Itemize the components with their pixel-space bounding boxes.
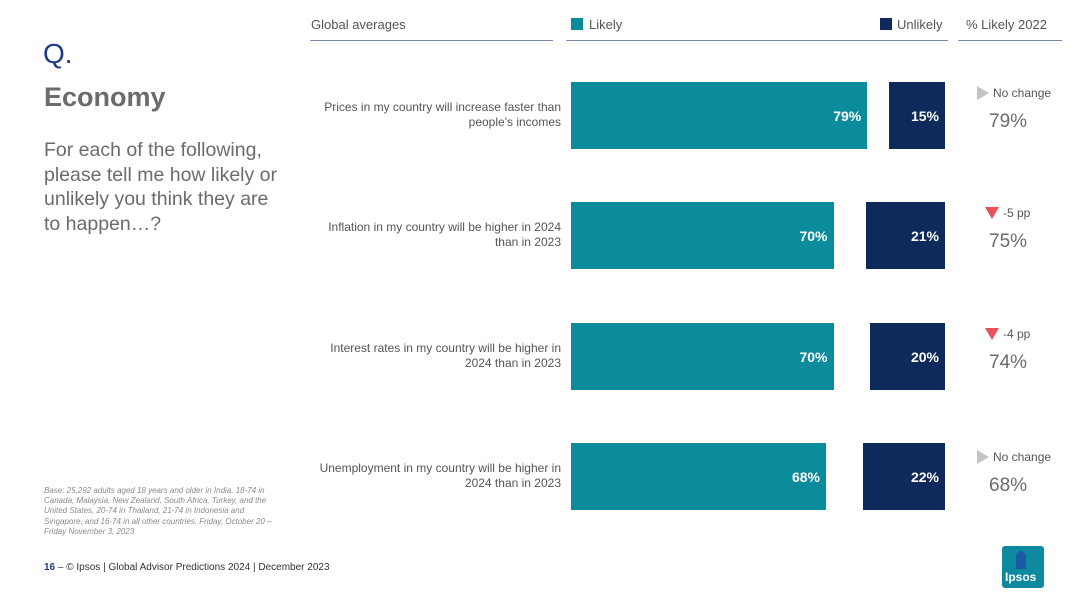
bar-likely: 70% <box>571 202 834 269</box>
change-text: No change <box>993 450 1052 464</box>
change-text: -5 pp <box>1003 206 1031 220</box>
header-global-averages: Global averages <box>311 17 406 32</box>
row-label: Unemployment in my country will be highe… <box>319 461 561 490</box>
row-label: Interest rates in my country will be hig… <box>330 341 561 370</box>
decrease-arrow-icon <box>985 207 999 219</box>
bar-unlikely: 22% <box>862 443 945 510</box>
footer-text: © Ipsos | Global Advisor Predictions 202… <box>66 562 330 573</box>
ipsos-logo: Ipsos <box>1002 546 1044 588</box>
row-label: Inflation in my country will be higher i… <box>328 220 561 249</box>
bar-unlikely: 20% <box>870 323 945 390</box>
prev-likely-2022: 68% <box>989 475 1028 496</box>
decrease-arrow-icon <box>985 328 999 340</box>
change-indicator: No change <box>977 86 1051 100</box>
legend-likely-label: Likely <box>589 17 623 32</box>
legend-unlikely-label: Unlikely <box>897 17 943 32</box>
row-label: Prices in my country will increase faste… <box>324 100 561 129</box>
prev-likely-2022: 79% <box>989 111 1028 132</box>
bar-likely: 79% <box>571 82 868 149</box>
header-divider-right <box>958 40 1062 41</box>
legend-likely-swatch <box>571 18 583 30</box>
page-number: 16 <box>44 562 56 573</box>
logo-text: Ipsos <box>1005 570 1037 584</box>
header-pct-likely-2022: % Likely 2022 <box>966 17 1047 32</box>
change-text: No change <box>993 86 1052 100</box>
change-indicator: -4 pp <box>985 327 1030 341</box>
bar-likely: 68% <box>571 443 826 510</box>
no-change-arrow-icon <box>977 450 989 464</box>
page-title: Economy <box>44 82 166 112</box>
bar-unlikely: 21% <box>866 202 945 269</box>
bar-likely: 70% <box>571 323 834 390</box>
legend-unlikely-swatch <box>880 18 892 30</box>
header-divider-left <box>310 40 553 41</box>
base-note: Base: 25,292 adults aged 18 years and ol… <box>44 486 272 536</box>
bar-unlikely: 15% <box>888 82 945 149</box>
prev-likely-2022: 74% <box>989 352 1028 373</box>
no-change-arrow-icon <box>977 86 989 100</box>
question-mark-label: Q. <box>43 38 73 69</box>
question-text: For each of the following, please tell m… <box>44 139 278 235</box>
prev-likely-2022: 75% <box>989 231 1028 252</box>
footer: 16 – © Ipsos | Global Advisor Prediction… <box>44 562 330 573</box>
logo-mark-icon <box>1016 551 1026 569</box>
footer-sep: – <box>57 562 64 573</box>
change-indicator: No change <box>977 450 1051 464</box>
change-text: -4 pp <box>1003 327 1031 341</box>
header-divider-chart <box>566 40 948 41</box>
change-indicator: -5 pp <box>985 206 1030 220</box>
